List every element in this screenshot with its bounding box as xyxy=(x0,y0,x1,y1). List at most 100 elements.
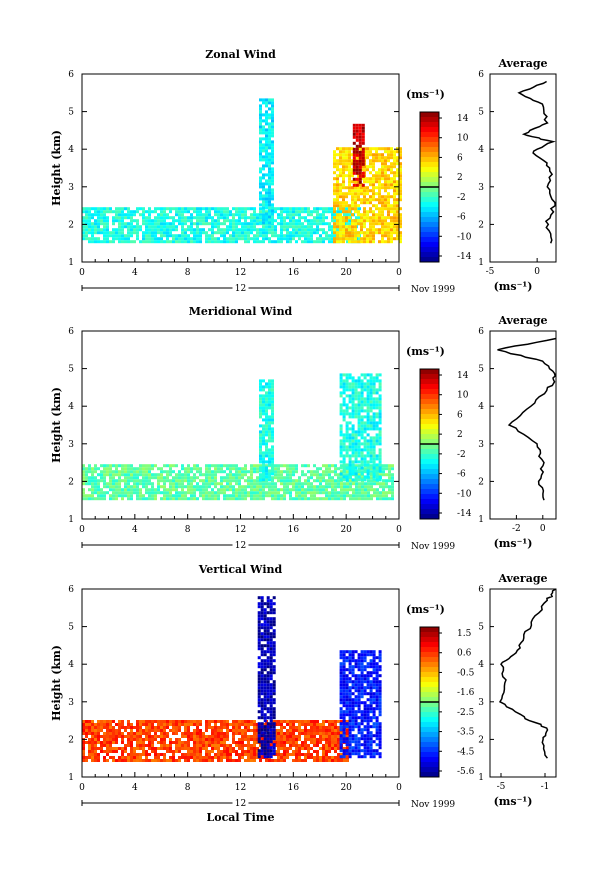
heatmap-cell xyxy=(193,467,196,471)
heatmap-cell xyxy=(336,237,339,241)
heatmap-cell xyxy=(345,466,349,470)
heatmap-cell xyxy=(348,165,351,169)
heatmap-cell xyxy=(91,744,94,747)
heatmap-cell xyxy=(262,469,265,473)
heatmap-cell xyxy=(354,186,357,190)
heatmap-cell xyxy=(193,747,196,750)
heatmap-cell xyxy=(202,732,205,735)
heatmap-cell xyxy=(385,482,388,486)
heatmap-cell xyxy=(348,695,352,699)
heatmap-cell xyxy=(85,735,88,738)
heatmap-cell xyxy=(348,373,352,377)
heatmap-cell xyxy=(211,720,214,723)
heatmap-cell xyxy=(250,750,253,753)
heatmap-cell xyxy=(393,210,396,214)
heatmap-cell xyxy=(211,744,214,747)
heatmap-cell xyxy=(175,207,178,211)
heatmap-cell xyxy=(260,722,264,726)
heatmap-cell xyxy=(348,472,352,476)
heatmap-cell xyxy=(169,494,172,498)
heatmap-cell xyxy=(375,204,378,208)
heatmap-cell xyxy=(283,464,286,468)
heatmap-cell xyxy=(109,738,112,741)
heatmap-cell xyxy=(88,464,91,468)
heatmap-cell xyxy=(396,189,399,193)
heatmap-cell xyxy=(187,720,190,723)
heatmap-cell xyxy=(265,110,268,114)
heatmap-cell xyxy=(393,171,396,175)
heatmap-cell xyxy=(269,599,273,603)
heatmap-cell xyxy=(106,470,109,474)
heatmap-cell xyxy=(269,671,273,675)
heatmap-cell xyxy=(360,385,364,389)
colorbar-band xyxy=(420,414,439,420)
heatmap-cell xyxy=(268,430,271,434)
heatmap-cell xyxy=(339,454,343,458)
heatmap-cell xyxy=(238,482,241,486)
heatmap-cell xyxy=(301,234,304,238)
heatmap-cell xyxy=(372,400,376,404)
heatmap-cell xyxy=(262,485,265,489)
heatmap-cell xyxy=(283,732,286,735)
heatmap-cell xyxy=(127,479,130,483)
heatmap-cell xyxy=(342,403,346,407)
heatmap-cell xyxy=(256,216,259,220)
heatmap-cell xyxy=(286,240,289,244)
heatmap-cell xyxy=(348,725,352,729)
heatmap-cell xyxy=(88,753,91,756)
heatmap-cell xyxy=(269,713,273,717)
heatmap-cell xyxy=(339,656,343,660)
heatmap-cell xyxy=(139,488,142,492)
heatmap-cell xyxy=(336,162,339,166)
heatmap-cell xyxy=(253,234,256,238)
heatmap-cell xyxy=(241,210,244,214)
heatmap-cell xyxy=(265,466,268,470)
heatmap-cell xyxy=(378,400,382,404)
heatmap-cell xyxy=(379,491,382,495)
heatmap-cell xyxy=(112,491,115,495)
heatmap-cell xyxy=(151,729,154,732)
heatmap-cell xyxy=(91,473,94,477)
heatmap-cell xyxy=(262,436,265,440)
heatmap-cell xyxy=(88,476,91,480)
heatmap-cell xyxy=(316,753,319,756)
heatmap-cell xyxy=(169,228,172,232)
heatmap-cell xyxy=(85,497,88,501)
heatmap-cell xyxy=(262,185,265,189)
heatmap-cell xyxy=(223,216,226,220)
heatmap-cell xyxy=(244,494,247,498)
heatmap-cell xyxy=(271,155,274,159)
heatmap-cell xyxy=(127,744,130,747)
heatmap-cell xyxy=(396,213,399,217)
heatmap-cell xyxy=(384,180,387,184)
heatmap-cell xyxy=(310,738,313,741)
heatmap-cell xyxy=(91,747,94,750)
heatmap-cell xyxy=(357,376,361,380)
heatmap-cell xyxy=(250,488,253,492)
heatmap-cell xyxy=(316,750,319,753)
heatmap-cell xyxy=(268,107,271,111)
heatmap-cell xyxy=(339,424,343,428)
heatmap-cell xyxy=(235,237,238,241)
heatmap-cell xyxy=(280,473,283,477)
heatmap-cell xyxy=(366,442,370,446)
x-tick-label: 20 xyxy=(340,525,352,535)
heatmap-cell xyxy=(190,753,193,756)
heatmap-cell xyxy=(106,222,109,226)
heatmap-cell xyxy=(272,746,276,750)
heatmap-cell xyxy=(130,744,133,747)
heatmap-cell xyxy=(269,698,273,702)
heatmap-cell xyxy=(295,240,298,244)
heatmap-cell xyxy=(295,744,298,747)
heatmap-cell xyxy=(387,204,390,208)
heatmap-cell xyxy=(382,473,385,477)
heatmap-cell xyxy=(259,128,262,132)
heatmap-cell xyxy=(205,467,208,471)
heatmap-cell xyxy=(265,448,268,452)
colorbar-tick-label: 2 xyxy=(457,430,463,440)
heatmap-cell xyxy=(357,156,360,160)
heatmap-cell xyxy=(325,464,328,468)
heatmap-cell xyxy=(354,448,358,452)
heatmap-cell xyxy=(232,497,235,501)
heatmap-cell xyxy=(393,192,396,196)
